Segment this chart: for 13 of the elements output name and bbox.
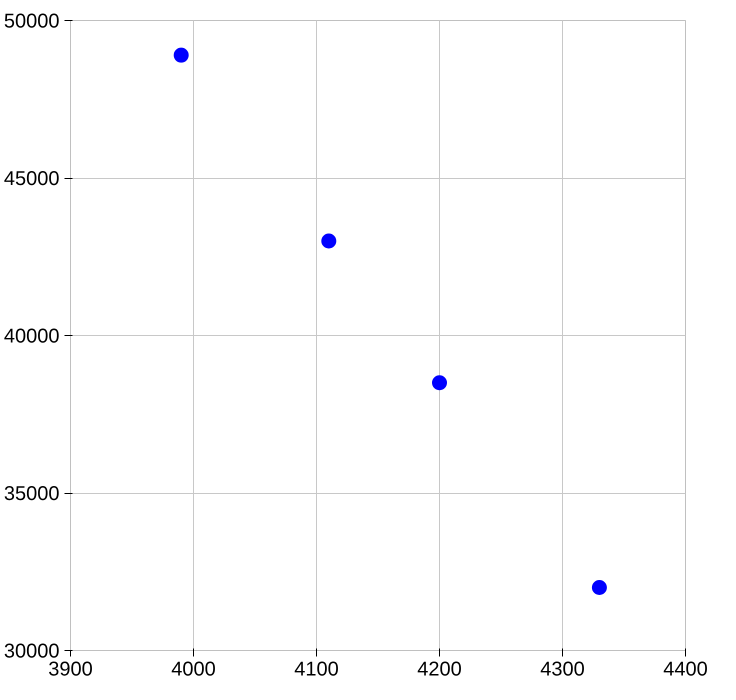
- point: [432, 375, 447, 390]
- x-tick-label: 4400: [663, 658, 708, 680]
- y-tick-label: 35000: [4, 483, 60, 505]
- y-tick-label: 40000: [4, 326, 60, 348]
- y-tick-label: 50000: [4, 10, 60, 32]
- point: [592, 580, 607, 595]
- y-tick-label: 45000: [4, 168, 60, 190]
- x-tick-label: 4100: [294, 658, 339, 680]
- point: [321, 234, 336, 248]
- point: [174, 48, 189, 63]
- x-tick-label: 4300: [540, 658, 585, 680]
- x-tick-label: 4200: [417, 658, 462, 680]
- x-tick-label: 4000: [171, 658, 216, 680]
